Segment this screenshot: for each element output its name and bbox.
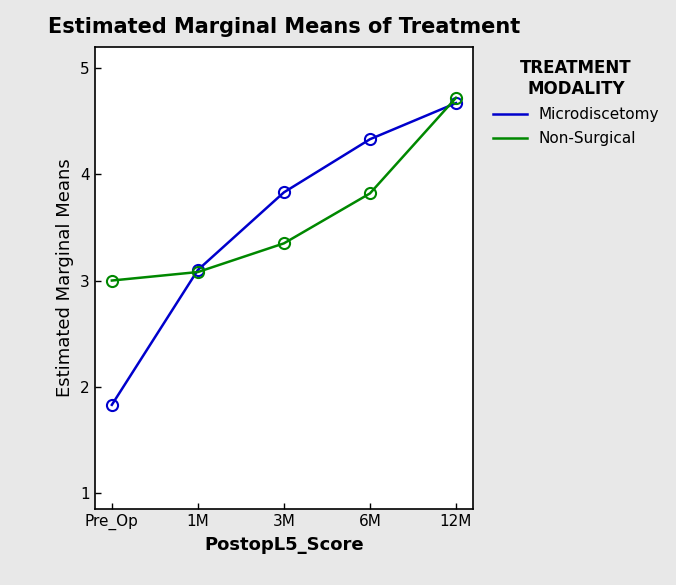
Non-Surgical <box>452 94 460 101</box>
Line: Non-Surgical: Non-Surgical <box>106 92 462 286</box>
Non-Surgical <box>194 269 202 276</box>
Microdiscetomy <box>107 401 116 408</box>
Non-Surgical <box>107 277 116 284</box>
Microdiscetomy <box>452 99 460 106</box>
Title: Estimated Marginal Means of Treatment: Estimated Marginal Means of Treatment <box>48 17 520 37</box>
Line: Microdiscetomy: Microdiscetomy <box>106 98 462 411</box>
Y-axis label: Estimated Marginal Means: Estimated Marginal Means <box>57 159 74 397</box>
Legend: Microdiscetomy, Non-Surgical: Microdiscetomy, Non-Surgical <box>489 54 664 151</box>
X-axis label: PostopL5_Score: PostopL5_Score <box>204 536 364 553</box>
Microdiscetomy <box>366 136 374 143</box>
Non-Surgical <box>280 240 288 247</box>
Non-Surgical <box>366 190 374 197</box>
Microdiscetomy <box>194 266 202 273</box>
Microdiscetomy <box>280 189 288 196</box>
